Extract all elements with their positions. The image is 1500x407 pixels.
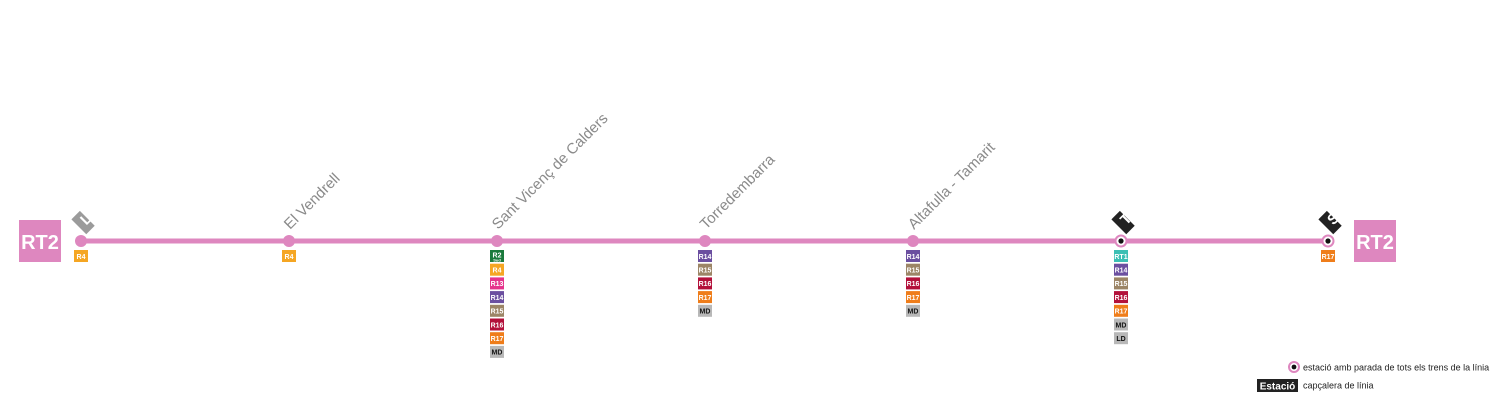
service-code: R14: [699, 254, 712, 261]
service-chip: R14: [906, 250, 920, 262]
service-code: MD: [908, 309, 919, 316]
station-label: Sant Vicenç de Calders: [489, 110, 612, 233]
line-badge-right: RT2: [1354, 220, 1396, 262]
legend-stop-all: estació amb parada de tots els trens de …: [1288, 361, 1489, 373]
terminal-station-name: Salou - Port Aventura: [1324, 108, 1444, 228]
service-chip: R4: [74, 250, 88, 262]
service-code: R16: [1115, 295, 1128, 302]
service-sub: Sud: [493, 257, 501, 262]
service-code: R14: [1115, 268, 1128, 275]
service-chip: RT1: [1114, 250, 1128, 262]
service-code: R14: [907, 254, 920, 261]
service-chip: R17: [698, 291, 712, 304]
service-code: R4: [77, 254, 86, 261]
service-code: R16: [491, 322, 504, 329]
service-code: RT1: [1114, 254, 1127, 261]
station-label: El Vendrell: [281, 170, 344, 233]
station-marker: [907, 235, 919, 247]
terminal-chip: [1111, 210, 1135, 235]
service-code: R2: [493, 253, 502, 260]
legend-terminal-text: capçalera de línia: [1303, 381, 1374, 391]
service-code: R17: [1115, 309, 1128, 316]
service-code: R4: [285, 254, 294, 261]
station: Altafulla - Tamarit R14 R15 R16 R17 MD: [905, 138, 999, 317]
station-marker: [699, 235, 711, 247]
service-chip: R15: [1114, 277, 1128, 290]
service-code: R17: [491, 336, 504, 343]
station-name: Sant Vicenç de Calders: [489, 110, 612, 233]
station: Tarragona RT1 R14 R15 R16 R17 MD LD: [1111, 165, 1181, 345]
station-label: Torredembarra: [697, 151, 779, 233]
line-badge-left: RT2: [19, 220, 61, 262]
service-chip: R4: [282, 250, 296, 262]
service-code: R15: [491, 309, 504, 316]
station-name: Torredembarra: [697, 151, 779, 233]
service-code: R17: [1322, 254, 1335, 261]
terminal-chip: [1318, 210, 1342, 235]
service-code: R15: [699, 268, 712, 275]
service-code: R17: [907, 295, 920, 302]
service-code: R15: [1115, 281, 1128, 288]
service-chip: MD: [490, 345, 504, 358]
service-chip: R13: [490, 277, 504, 290]
terminal-station-name: Tarragona: [1117, 165, 1181, 229]
service-code: R16: [699, 281, 712, 288]
service-chip: R15: [490, 304, 504, 317]
station-marker: [491, 235, 503, 247]
service-code: R17: [699, 295, 712, 302]
service-code: LD: [1116, 336, 1125, 343]
service-chip: R16: [698, 277, 712, 290]
service-chip: R17: [490, 332, 504, 345]
service-chip: R16: [906, 277, 920, 290]
service-chip: R15: [906, 263, 920, 276]
station-marker: [283, 235, 295, 247]
line-badge-right-text: RT2: [1356, 232, 1394, 254]
service-code: R16: [907, 281, 920, 288]
station-marker-dot: [1325, 238, 1331, 244]
station-marker-dot: [1118, 238, 1124, 244]
station: El Vendrell R4: [281, 170, 344, 262]
service-code: MD: [492, 350, 503, 357]
service-code: R14: [491, 295, 504, 302]
station: Torredembarra R14 R15 R16 R17 MD: [697, 151, 779, 317]
legend-stop-all-text: estació amb parada de tots els trens de …: [1303, 363, 1489, 373]
service-chip: R14: [698, 250, 712, 262]
legend: estació amb parada de tots els trens de …: [1257, 361, 1489, 393]
station-label: Tarragona: [1111, 165, 1181, 235]
service-chip: R17: [1114, 304, 1128, 317]
service-code: R13: [491, 281, 504, 288]
service-chip: R16: [1114, 291, 1128, 304]
service-chip: R15: [698, 263, 712, 276]
service-code: R15: [907, 268, 920, 275]
terminal-chip: [71, 210, 95, 235]
station-name: Altafulla - Tamarit: [905, 138, 999, 232]
station-label: Salou - Port Aventura: [1318, 108, 1444, 235]
terminal-station-name: L'Arboç: [77, 177, 129, 229]
service-code: MD: [1116, 322, 1127, 329]
station-marker: [75, 235, 87, 247]
service-chip: R16: [490, 318, 504, 331]
service-chip: LD: [1114, 332, 1128, 345]
service-chip: R17: [1321, 250, 1335, 262]
service-chip: R4: [490, 263, 504, 276]
service-code: MD: [700, 309, 711, 316]
service-chip: R14: [1114, 263, 1128, 276]
service-chip: R14: [490, 291, 504, 304]
line-badge-left-text: RT2: [21, 232, 59, 254]
service-chip: MD: [1114, 318, 1128, 331]
station-label: L'Arboç: [71, 177, 129, 235]
service-chip: MD: [906, 304, 920, 317]
legend-terminal: Estació capçalera de línia: [1257, 379, 1374, 393]
service-chip: R17: [906, 291, 920, 304]
station-name: El Vendrell: [281, 170, 344, 233]
station-label: Altafulla - Tamarit: [905, 138, 999, 232]
legend-terminal-chip: Estació: [1260, 382, 1296, 393]
service-chip: MD: [698, 304, 712, 317]
service-code: R4: [493, 268, 502, 275]
station: L'Arboç R4: [71, 177, 129, 262]
